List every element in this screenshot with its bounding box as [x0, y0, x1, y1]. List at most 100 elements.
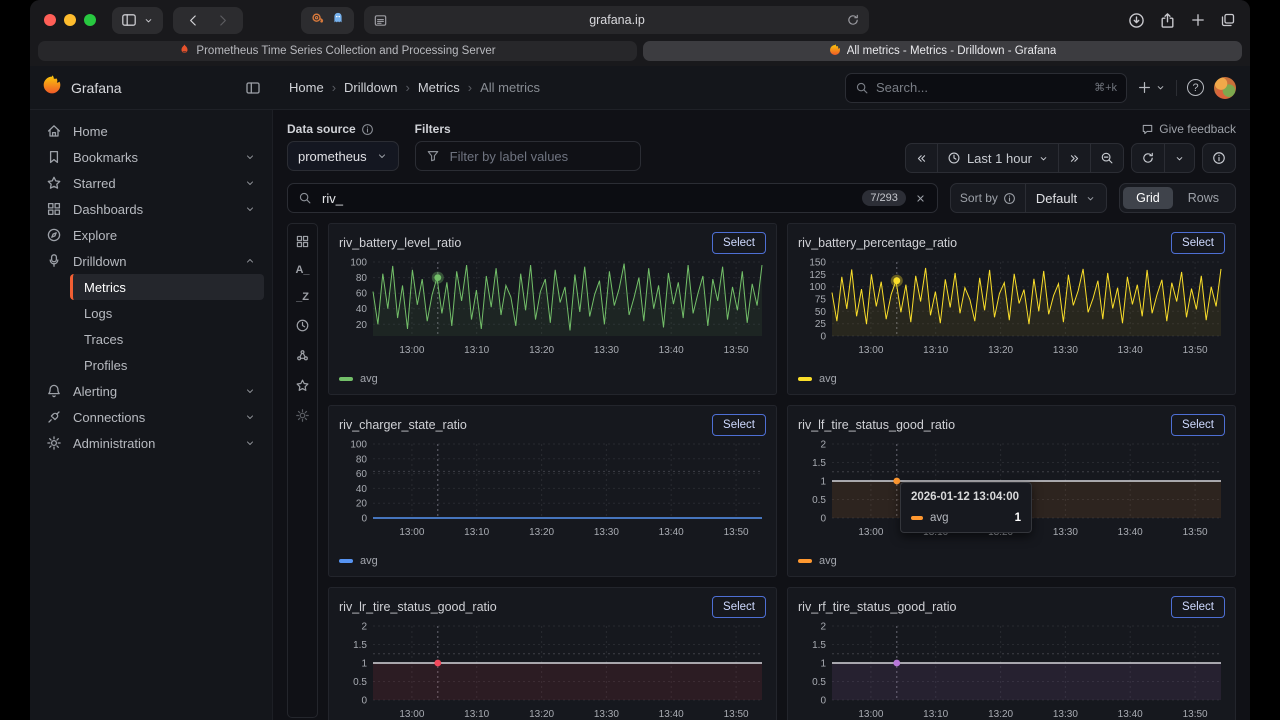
panel-chart[interactable]: 00.511.5213:0013:1013:2013:3013:4013:50 — [798, 620, 1225, 720]
panel-chart[interactable]: 00.511.5213:0013:1013:2013:3013:4013:502… — [798, 438, 1225, 546]
rail-all-metrics-button[interactable] — [295, 234, 310, 249]
chart-svg[interactable]: 025507510012515013:0013:1013:2013:3013:4… — [798, 256, 1225, 364]
info-icon[interactable] — [1003, 192, 1016, 205]
address-bar[interactable]: grafana.ip — [364, 6, 869, 34]
zoom-out-button[interactable] — [1090, 144, 1123, 172]
datasource-picker[interactable]: prometheus — [287, 141, 399, 171]
metric-search-input[interactable] — [320, 190, 854, 207]
breadcrumb-home[interactable]: Home — [289, 80, 324, 95]
chart-svg[interactable]: 00.511.5213:0013:1013:2013:3013:4013:50 — [339, 620, 766, 720]
help-button[interactable]: ? — [1187, 79, 1204, 96]
time-range-picker[interactable]: Last 1 hour — [937, 144, 1058, 172]
new-tab-button[interactable] — [1190, 12, 1206, 28]
sidebar-item-alerting[interactable]: Alerting — [38, 378, 264, 404]
usage-info-button[interactable] — [1203, 144, 1235, 172]
reload-icon[interactable] — [846, 13, 860, 27]
sort-dropdown[interactable]: Default — [1025, 184, 1106, 212]
grid-view-button[interactable]: Grid — [1123, 187, 1173, 209]
forward-button[interactable] — [211, 13, 234, 28]
legend-label[interactable]: avg — [360, 555, 378, 567]
reader-icon[interactable] — [373, 13, 388, 28]
browser-sidebar-toggle[interactable] — [112, 7, 163, 34]
time-shift-forward-button[interactable] — [1058, 144, 1090, 172]
panel-select-button[interactable]: Select — [712, 596, 766, 618]
downloads-button[interactable] — [1128, 12, 1145, 29]
legend-label[interactable]: avg — [819, 373, 837, 385]
legend-label[interactable]: avg — [360, 373, 378, 385]
sidebar-item-bookmarks[interactable]: Bookmarks — [38, 144, 264, 170]
give-feedback-link[interactable]: Give feedback — [1141, 122, 1236, 136]
info-icon[interactable] — [361, 123, 374, 136]
panel-chart[interactable]: 2040608010013:0013:1013:2013:3013:4013:5… — [339, 256, 766, 364]
sidebar-item-explore[interactable]: Explore — [38, 222, 264, 248]
search-placeholder: Search... — [876, 80, 928, 95]
rail-settings-button[interactable] — [295, 408, 310, 423]
svg-text:60: 60 — [356, 469, 368, 480]
panel-select-button[interactable]: Select — [1171, 414, 1225, 436]
panel-title: riv_charger_state_ratio — [339, 418, 712, 432]
sidebar-item-starred[interactable]: Starred — [38, 170, 264, 196]
sidebar-item-administration[interactable]: Administration — [38, 430, 264, 456]
panel-chart[interactable]: 02040608010013:0013:1013:2013:3013:4013:… — [339, 438, 766, 546]
chevron-down-icon — [244, 177, 256, 189]
panel-select-button[interactable]: Select — [712, 414, 766, 436]
panel-select-button[interactable]: Select — [1171, 232, 1225, 254]
grafana-logo[interactable] — [42, 75, 62, 100]
refresh-interval-button[interactable] — [1164, 144, 1194, 172]
breadcrumb-drilldown[interactable]: Drilldown — [344, 80, 397, 95]
snail-extension-icon[interactable] — [310, 10, 325, 30]
close-window-button[interactable] — [44, 14, 56, 26]
legend-swatch — [798, 377, 812, 381]
clear-search-button[interactable] — [914, 192, 927, 205]
panel-select-button[interactable]: Select — [712, 232, 766, 254]
sidebar-item-dashboards[interactable]: Dashboards — [38, 196, 264, 222]
add-new-button[interactable] — [1137, 80, 1166, 95]
panel-chart[interactable]: 025507510012515013:0013:1013:2013:3013:4… — [798, 256, 1225, 364]
ghost-extension-icon[interactable] — [331, 11, 345, 30]
rail-groups-button[interactable] — [295, 348, 310, 363]
main-content: Data source prometheus Filters — [273, 110, 1250, 720]
sidebar-item-logs[interactable]: Logs — [70, 300, 264, 326]
sidebar-item-drilldown[interactable]: Drilldown — [38, 248, 264, 274]
tab-overview-button[interactable] — [1220, 12, 1236, 28]
sidebar-item-connections[interactable]: Connections — [38, 404, 264, 430]
label-filter-input[interactable] — [448, 148, 630, 165]
panel-select-button[interactable]: Select — [1171, 596, 1225, 618]
svg-text:25: 25 — [815, 319, 827, 330]
rail-prefix-filter-button[interactable]: A_ — [295, 264, 309, 276]
maximize-window-button[interactable] — [84, 14, 96, 26]
label-filter[interactable] — [415, 141, 641, 171]
collapse-menu-button[interactable] — [245, 80, 261, 96]
time-controls: Last 1 hour — [905, 143, 1236, 173]
global-search[interactable]: Search... ⌘+k — [845, 73, 1127, 103]
panel-chart[interactable]: 00.511.5213:0013:1013:2013:3013:4013:50 — [339, 620, 766, 720]
chart-svg[interactable]: 00.511.5213:0013:1013:2013:3013:4013:50 — [798, 620, 1225, 720]
refresh-button[interactable] — [1132, 144, 1164, 172]
time-shift-back-button[interactable] — [906, 144, 937, 172]
tab-grafana[interactable]: All metrics - Metrics - Drilldown - Graf… — [643, 41, 1242, 61]
share-button[interactable] — [1159, 12, 1176, 29]
rail-suffix-filter-button[interactable]: _Z — [296, 291, 309, 303]
rows-view-button[interactable]: Rows — [1175, 187, 1232, 209]
rail-bookmarks-button[interactable] — [295, 378, 310, 393]
svg-text:13:40: 13:40 — [659, 345, 684, 356]
rail-recent-button[interactable] — [295, 318, 310, 333]
metric-search[interactable]: 7/293 — [287, 183, 938, 213]
sidebar-item-home[interactable]: Home — [38, 118, 264, 144]
back-button[interactable] — [182, 13, 205, 28]
legend-label[interactable]: avg — [819, 555, 837, 567]
svg-text:13:50: 13:50 — [1183, 709, 1208, 720]
sidebar-item-traces[interactable]: Traces — [70, 326, 264, 352]
svg-text:13:30: 13:30 — [1053, 527, 1078, 538]
user-avatar[interactable] — [1214, 77, 1236, 99]
sidebar-item-profiles[interactable]: Profiles — [70, 352, 264, 378]
sidebar-item-metrics[interactable]: Metrics — [70, 274, 264, 300]
toolbar-actions — [1128, 12, 1236, 29]
tab-prometheus[interactable]: Prometheus Time Series Collection and Pr… — [38, 41, 637, 61]
breadcrumb-metrics[interactable]: Metrics — [418, 80, 460, 95]
chart-svg[interactable]: 02040608010013:0013:1013:2013:3013:4013:… — [339, 438, 766, 546]
chart-svg[interactable]: 2040608010013:0013:1013:2013:3013:4013:5… — [339, 256, 766, 364]
minimize-window-button[interactable] — [64, 14, 76, 26]
sidebar-item-label: Metrics — [84, 280, 126, 295]
search-icon — [855, 81, 869, 95]
